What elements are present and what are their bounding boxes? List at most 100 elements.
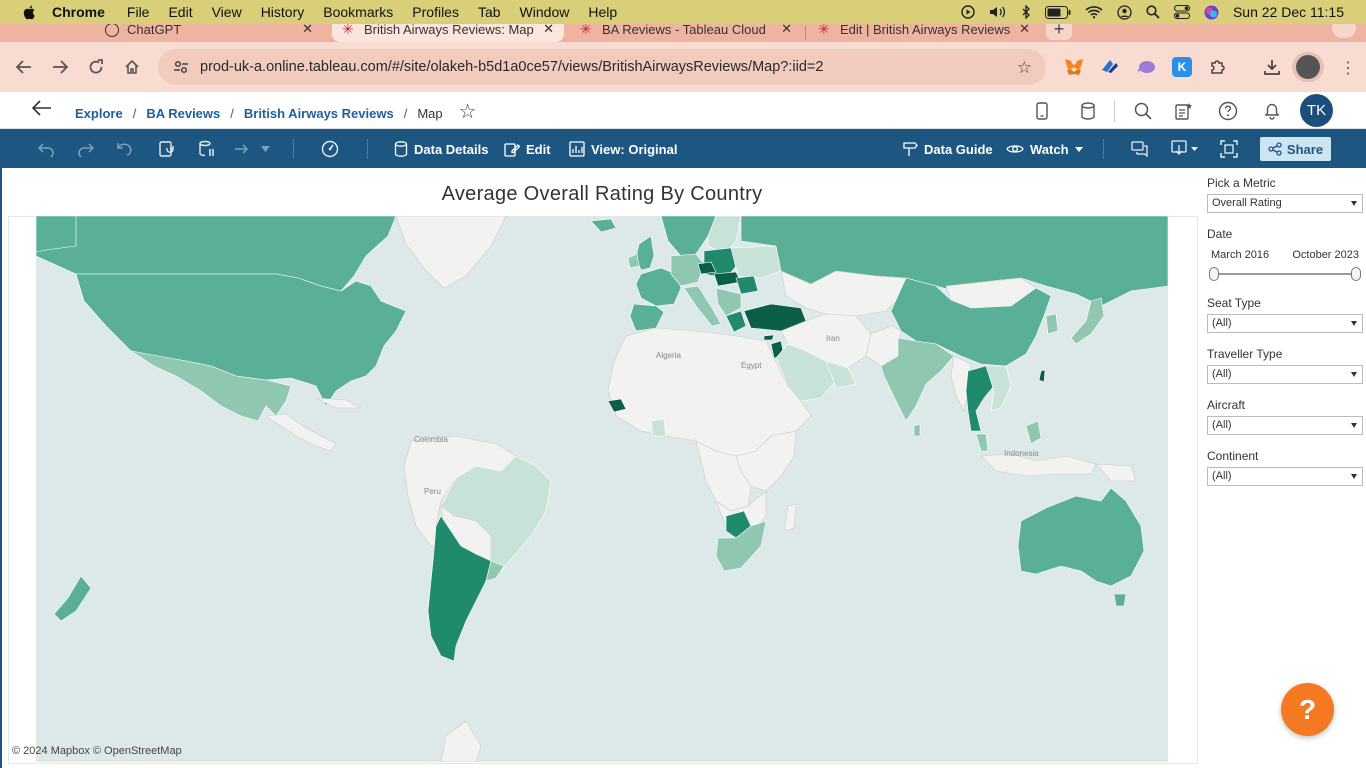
- region-balkans[interactable]: [715, 287, 742, 317]
- menu-bookmarks[interactable]: Bookmarks: [323, 4, 394, 20]
- region-sri-lanka[interactable]: [913, 423, 921, 437]
- device-preview-icon[interactable]: [1032, 101, 1052, 121]
- region-taiwan[interactable]: [1038, 369, 1046, 383]
- region-japan[interactable]: [1070, 297, 1105, 345]
- watch-button[interactable]: Watch: [1006, 138, 1083, 160]
- refresh-data-icon[interactable]: [157, 139, 177, 159]
- url-text[interactable]: prod-uk-a.online.tableau.com/#/site/olak…: [200, 59, 824, 75]
- notifications-bell-icon[interactable]: [1262, 101, 1282, 121]
- slider-start-handle[interactable]: [1209, 267, 1219, 281]
- menu-app-name[interactable]: Chrome: [52, 4, 105, 20]
- tab-close-icon[interactable]: ✕: [543, 24, 554, 36]
- bluetooth-icon[interactable]: [1021, 5, 1031, 19]
- new-tab-button[interactable]: +: [1046, 24, 1072, 40]
- menu-view[interactable]: View: [211, 4, 242, 20]
- search-icon[interactable]: [1133, 101, 1153, 121]
- siri-icon[interactable]: [1204, 5, 1219, 20]
- replay-animation-icon[interactable]: [232, 139, 252, 159]
- tab-ba-reviews[interactable]: ✳ BA Reviews - Tableau Cloud ✕: [570, 24, 802, 42]
- pause-updates-icon[interactable]: [197, 139, 217, 159]
- comments-icon[interactable]: [1130, 139, 1150, 159]
- metric-dropdown[interactable]: Overall Rating: [1207, 194, 1363, 213]
- date-start[interactable]: March 2016: [1211, 249, 1270, 261]
- tab-british-airways-map[interactable]: ✳ British Airways Reviews: Map ✕: [332, 24, 564, 42]
- menu-clock[interactable]: Sun 22 Dec 11:15: [1232, 4, 1344, 20]
- region-central-asia[interactable]: [780, 270, 907, 317]
- apple-icon[interactable]: [22, 4, 38, 20]
- region-mexico[interactable]: [130, 350, 292, 422]
- choropleth-map[interactable]: Algeria Egypt Iran Colombia Peru Indones…: [36, 216, 1168, 762]
- data-details-button[interactable]: Data Details: [394, 138, 488, 160]
- aircraft-dropdown[interactable]: (All): [1207, 416, 1363, 435]
- help-chat-button[interactable]: ?: [1281, 683, 1334, 736]
- recents-icon[interactable]: [1174, 101, 1194, 121]
- wifi-icon[interactable]: [1085, 5, 1103, 19]
- region-myanmar[interactable]: [950, 355, 972, 412]
- spotlight-search-icon[interactable]: [1146, 5, 1160, 19]
- replay-dropdown-chevron-icon[interactable]: [258, 139, 272, 159]
- region-new-zealand[interactable]: [53, 575, 92, 622]
- region-northern-south-america[interactable]: [403, 435, 517, 547]
- continent-dropdown[interactable]: (All): [1207, 467, 1363, 486]
- region-greenland[interactable]: [395, 216, 507, 289]
- region-korea[interactable]: [1045, 313, 1059, 335]
- fullscreen-icon[interactable]: [1219, 139, 1239, 159]
- view-original-button[interactable]: View: Original: [569, 138, 677, 160]
- favorite-star-icon[interactable]: ☆: [458, 101, 477, 123]
- bookmark-star-icon[interactable]: ☆: [1016, 58, 1032, 77]
- tab-close-icon[interactable]: ✕: [781, 24, 792, 36]
- tab-edit-british-airways[interactable]: ✳ Edit | British Airways Reviews ✕: [808, 24, 1040, 42]
- seat-type-dropdown[interactable]: (All): [1207, 314, 1363, 333]
- extension-k-icon[interactable]: K: [1172, 57, 1192, 77]
- region-senegal[interactable]: [607, 398, 627, 413]
- reload-icon[interactable]: [86, 57, 106, 77]
- back-arrow-icon[interactable]: [31, 100, 52, 121]
- volume-icon[interactable]: [989, 5, 1007, 19]
- region-tasmania[interactable]: [1113, 593, 1127, 607]
- menu-edit[interactable]: Edit: [168, 4, 193, 20]
- date-range-slider[interactable]: [1207, 266, 1363, 282]
- region-spain-portugal[interactable]: [629, 303, 665, 332]
- tab-search-button[interactable]: [1332, 24, 1356, 38]
- region-argentina-chile[interactable]: [427, 515, 492, 662]
- menu-help[interactable]: Help: [588, 4, 618, 20]
- tab-chatgpt[interactable]: ChatGPT ✕: [95, 24, 323, 42]
- extension-purple-icon[interactable]: [1136, 57, 1156, 77]
- region-ukraine-belarus[interactable]: [730, 245, 782, 279]
- redo-icon[interactable]: [76, 139, 96, 159]
- share-button[interactable]: Share: [1260, 137, 1331, 161]
- performance-gauge-icon[interactable]: [320, 139, 340, 159]
- tab-close-icon[interactable]: ✕: [302, 24, 313, 36]
- region-philippines[interactable]: [1025, 420, 1042, 445]
- region-romania[interactable]: [735, 275, 759, 295]
- region-vietnam[interactable]: [985, 365, 1012, 412]
- menu-file[interactable]: File: [126, 4, 150, 20]
- forward-arrow-icon[interactable]: [50, 57, 70, 77]
- region-czechia[interactable]: [697, 261, 717, 275]
- region-indonesia[interactable]: [980, 453, 1097, 477]
- world-map-svg[interactable]: Algeria Egypt Iran Colombia Peru Indones…: [36, 216, 1168, 762]
- user-avatar[interactable]: TK: [1300, 94, 1333, 127]
- download-menu-icon[interactable]: [1170, 139, 1200, 159]
- region-australia[interactable]: [1017, 487, 1145, 587]
- profile-avatar[interactable]: [1292, 52, 1324, 82]
- region-malaysia[interactable]: [975, 433, 989, 452]
- slider-end-handle[interactable]: [1351, 267, 1361, 281]
- breadcrumb-ba-reviews[interactable]: BA Reviews: [146, 105, 221, 121]
- region-iceland[interactable]: [590, 218, 617, 233]
- region-italy[interactable]: [683, 285, 722, 327]
- region-papua-new-guinea[interactable]: [1095, 463, 1137, 482]
- data-guide-button[interactable]: Data Guide: [902, 138, 993, 160]
- site-info-icon[interactable]: [172, 58, 190, 76]
- region-india[interactable]: [880, 337, 955, 422]
- metamask-icon[interactable]: [1064, 57, 1084, 77]
- download-icon[interactable]: [1262, 57, 1282, 77]
- home-icon[interactable]: [122, 57, 142, 77]
- help-icon[interactable]: [1218, 101, 1238, 121]
- menu-history[interactable]: History: [260, 4, 305, 20]
- more-menu-icon[interactable]: ⋮: [1340, 60, 1356, 77]
- region-alaska[interactable]: [36, 216, 77, 253]
- region-greece[interactable]: [725, 310, 747, 333]
- tab-close-icon[interactable]: ✕: [1019, 24, 1030, 36]
- traveller-type-dropdown[interactable]: (All): [1207, 365, 1363, 384]
